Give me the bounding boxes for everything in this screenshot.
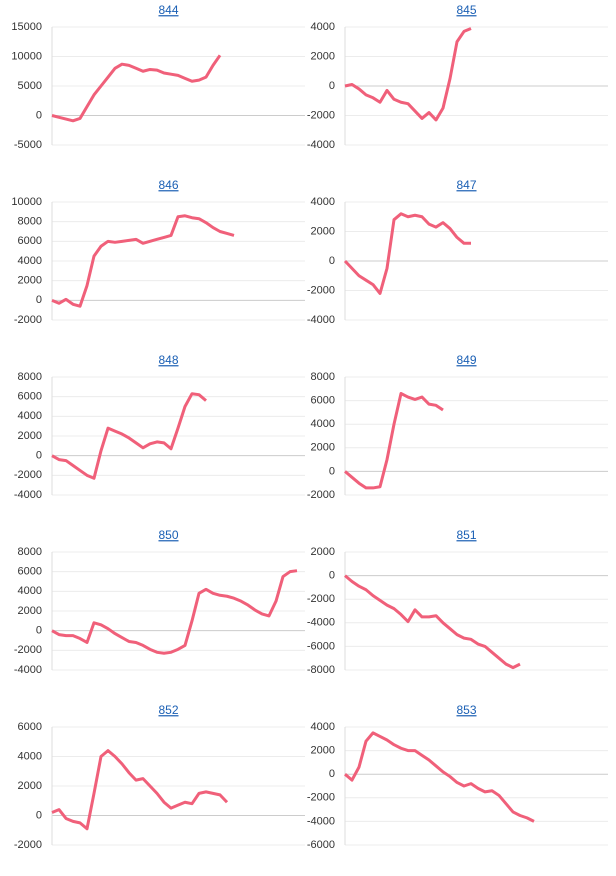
y-tick-label: -4000 — [14, 664, 42, 676]
y-tick-label: 2000 — [311, 546, 335, 558]
data-line — [51, 569, 298, 655]
y-tick-label: -2000 — [307, 284, 335, 296]
y-tick-label: -4000 — [307, 314, 335, 326]
chart-title[interactable]: 850 — [158, 528, 178, 542]
y-tick-label: 6000 — [18, 566, 42, 578]
chart-title[interactable]: 847 — [456, 178, 476, 192]
y-tick-label: -5000 — [14, 139, 42, 151]
y-tick-label: 4000 — [311, 721, 335, 733]
y-tick-label: 4000 — [311, 196, 335, 208]
y-tick-label: 5000 — [18, 80, 42, 92]
y-tick-label: 0 — [36, 294, 42, 306]
y-tick-label: 0 — [36, 809, 42, 821]
y-tick-label: 15000 — [11, 21, 42, 33]
y-tick-label: 2000 — [311, 225, 335, 237]
y-tick-label: 0 — [329, 465, 335, 477]
y-tick-label: -2000 — [14, 644, 42, 656]
data-line — [51, 749, 229, 831]
y-tick-label: 0 — [36, 109, 42, 121]
chart-title[interactable]: 848 — [158, 353, 178, 367]
y-tick-label: 4000 — [18, 255, 42, 267]
data-line — [344, 731, 535, 823]
y-tick-label: -2000 — [307, 792, 335, 804]
y-tick-label: -2000 — [14, 314, 42, 326]
chart-title[interactable]: 849 — [456, 353, 476, 367]
y-tick-label: -4000 — [14, 489, 42, 501]
y-tick-label: 6000 — [311, 395, 335, 407]
y-tick-label: 2000 — [311, 50, 335, 62]
y-tick-label: 10000 — [11, 50, 42, 62]
data-line — [51, 54, 222, 123]
y-tick-label: 2000 — [311, 745, 335, 757]
y-tick-label: -4000 — [307, 815, 335, 827]
y-tick-label: -6000 — [307, 839, 335, 851]
y-tick-label: 4000 — [311, 21, 335, 33]
y-tick-label: 0 — [329, 255, 335, 267]
chart-title[interactable]: 853 — [456, 703, 476, 717]
y-tick-label: 0 — [329, 768, 335, 780]
y-tick-label: 0 — [36, 625, 42, 637]
data-line — [51, 214, 235, 308]
y-tick-label: 2000 — [18, 430, 42, 442]
data-line — [344, 27, 472, 122]
chart-title[interactable]: 845 — [456, 3, 476, 17]
y-tick-label: 2000 — [311, 442, 335, 454]
y-tick-label: 8000 — [18, 216, 42, 228]
y-tick-label: 6000 — [18, 391, 42, 403]
data-line — [344, 392, 444, 490]
y-tick-label: 4000 — [18, 585, 42, 597]
y-tick-label: 2000 — [18, 605, 42, 617]
data-line — [51, 392, 207, 480]
chart-title[interactable]: 851 — [456, 528, 476, 542]
y-tick-label: -6000 — [307, 640, 335, 652]
y-tick-label: -2000 — [14, 839, 42, 851]
chart-title[interactable]: 844 — [158, 3, 178, 17]
y-tick-label: 0 — [36, 450, 42, 462]
y-tick-label: -2000 — [307, 109, 335, 121]
y-tick-label: 2000 — [18, 275, 42, 287]
y-tick-label: -4000 — [307, 617, 335, 629]
data-line — [343, 212, 471, 295]
chart-title[interactable]: 846 — [158, 178, 178, 192]
y-tick-label: 0 — [329, 570, 335, 582]
chart-title[interactable]: 852 — [158, 703, 178, 717]
y-tick-label: 0 — [329, 80, 335, 92]
y-tick-label: -2000 — [307, 489, 335, 501]
y-tick-label: 8000 — [311, 371, 335, 383]
data-line — [344, 574, 521, 670]
y-tick-label: 8000 — [18, 546, 42, 558]
y-tick-label: -4000 — [307, 139, 335, 151]
y-tick-label: 2000 — [18, 780, 42, 792]
y-tick-label: 4000 — [18, 750, 42, 762]
y-tick-label: -2000 — [14, 469, 42, 481]
y-tick-label: 6000 — [18, 235, 42, 247]
y-tick-label: 8000 — [18, 371, 42, 383]
y-tick-label: 4000 — [18, 410, 42, 422]
y-tick-label: -8000 — [307, 664, 335, 676]
y-tick-label: -2000 — [307, 593, 335, 605]
y-tick-label: 6000 — [18, 721, 42, 733]
y-tick-label: 4000 — [311, 418, 335, 430]
y-tick-label: 10000 — [11, 196, 42, 208]
